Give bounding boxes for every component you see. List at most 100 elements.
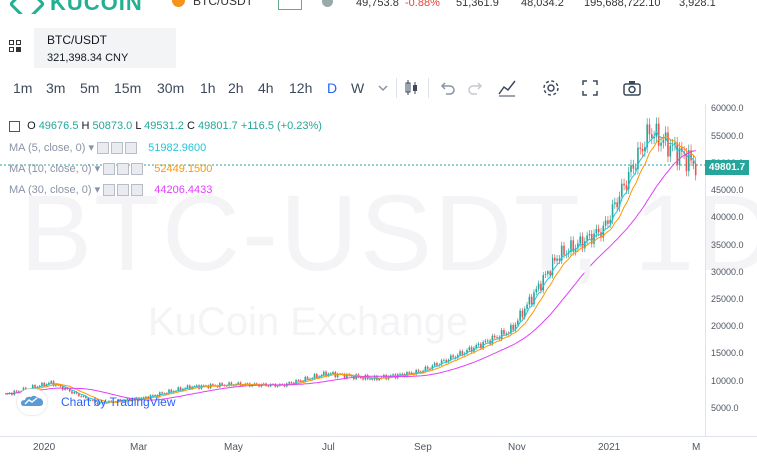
candle-body [306,376,309,379]
tf-4h[interactable]: 4h [258,80,274,96]
tf-15m[interactable]: 15m [114,80,142,96]
tf-w[interactable]: W [351,80,365,96]
chevron-down-icon[interactable] [373,78,393,98]
candle-body [24,387,27,390]
candle-body [41,382,43,386]
collapse-legend-icon[interactable] [9,120,20,132]
candle-body [316,374,318,378]
ma30-label: MA (30, close, 0) [9,184,92,196]
candle-body [299,380,302,382]
candle-body [611,204,614,220]
tf-3m[interactable]: 3m [46,80,66,96]
close-icon[interactable] [125,142,138,155]
candle-body [362,377,364,380]
settings-gear-icon[interactable] [541,78,561,98]
candle-body [154,394,156,396]
candle-body [188,385,191,390]
dropdown-arrow-icon[interactable]: ▾ [94,163,101,175]
high-label: H [81,120,90,132]
tf-30m[interactable]: 30m [157,80,185,96]
candle-body [584,241,586,249]
top-header: KUCOIN BTC/USDT 49,753.8 -0.88% 51,361.9… [0,0,757,14]
candle-body [85,396,87,399]
fullscreen-icon[interactable] [580,78,600,98]
dropdown-arrow-icon[interactable]: ▾ [94,184,101,196]
pair-dropdown-icon[interactable] [278,0,302,10]
candle-body [503,330,505,335]
high-value: 50873.0 [92,120,133,132]
candle-body [657,123,660,146]
ma10-legend[interactable]: MA (10, close, 0) ▾ 52449.1500 [9,162,212,176]
close-value: 49801.7 [197,120,238,132]
price-tick-label: 55000.0 [711,130,744,141]
close-icon[interactable] [131,163,144,176]
chart-pane[interactable] [0,104,705,436]
candle-body [202,385,205,387]
tf-2h[interactable]: 2h [228,80,244,96]
layout-grid-icon[interactable] [9,40,21,52]
kucoin-logo[interactable]: KUCOIN [8,0,143,14]
candle-body [690,150,692,161]
candle-body [660,142,662,146]
tf-1m[interactable]: 1m [13,80,33,96]
candle-body [369,379,371,380]
candle-body [581,236,584,249]
low-24h: 48,034.2 [521,0,564,9]
symbol-box[interactable] [34,28,176,68]
symbol-name[interactable]: BTC/USDT [47,33,107,47]
price-tick-label: 40000.0 [711,212,744,223]
change-value: +116.5 (+0.23%) [240,120,322,132]
candle-body [452,355,454,358]
candle-body [142,397,145,399]
close-icon[interactable] [131,184,144,197]
settings-icon[interactable] [117,184,130,197]
price-tick-label: 30000.0 [711,266,744,277]
redo-icon[interactable] [466,78,486,98]
header-pair[interactable]: BTC/USDT [193,0,253,8]
candle-body [431,365,434,369]
ma5-legend[interactable]: MA (5, close, 0) ▾ 51982.9600 [9,141,206,155]
tf-5m[interactable]: 5m [80,80,100,96]
candle-body [537,283,540,289]
undo-icon[interactable] [437,78,457,98]
candle-body [75,391,78,394]
dropdown-arrow-icon[interactable]: ▾ [88,142,95,154]
candle-body [82,396,85,397]
candle-body [18,391,20,392]
indicators-icon[interactable] [497,78,517,98]
price-tick-label: 15000.0 [711,348,744,359]
visibility-icon[interactable] [103,184,116,197]
candle-body [618,196,621,208]
candle-body [59,384,62,387]
candle-body [510,324,512,334]
candle-body [168,389,170,394]
candle-body [553,257,556,261]
candle-body [64,388,66,390]
info-icon[interactable] [322,0,333,7]
watermark-exchange: KuCoin Exchange [148,300,469,344]
candle-body [577,243,579,249]
candle-body [276,385,279,387]
candle-body [110,400,113,402]
settings-icon[interactable] [111,142,124,155]
visibility-icon[interactable] [103,163,116,176]
ma30-legend[interactable]: MA (30, close, 0) ▾ 44206.4433 [9,183,212,197]
tf-d[interactable]: D [327,80,338,96]
candle-body [662,140,665,143]
candle-body [31,385,34,390]
candle-body [78,393,80,397]
candle-body [68,389,71,392]
candle-body [627,172,630,190]
candle-style-icon[interactable] [401,78,421,98]
tf-12h[interactable]: 12h [289,80,313,96]
price-chart-svg[interactable] [0,104,705,436]
candle-body [549,271,551,276]
tf-1h[interactable]: 1h [200,80,216,96]
candle-body [38,385,41,387]
time-axis[interactable]: 2020 Mar May Jul Sep Nov 2021 M [0,436,757,473]
price-axis[interactable]: 60000.055000.050000.045000.040000.035000… [705,103,757,436]
visibility-icon[interactable] [97,142,110,155]
camera-snapshot-icon[interactable] [622,78,642,98]
settings-icon[interactable] [117,163,130,176]
candle-body [470,347,473,352]
